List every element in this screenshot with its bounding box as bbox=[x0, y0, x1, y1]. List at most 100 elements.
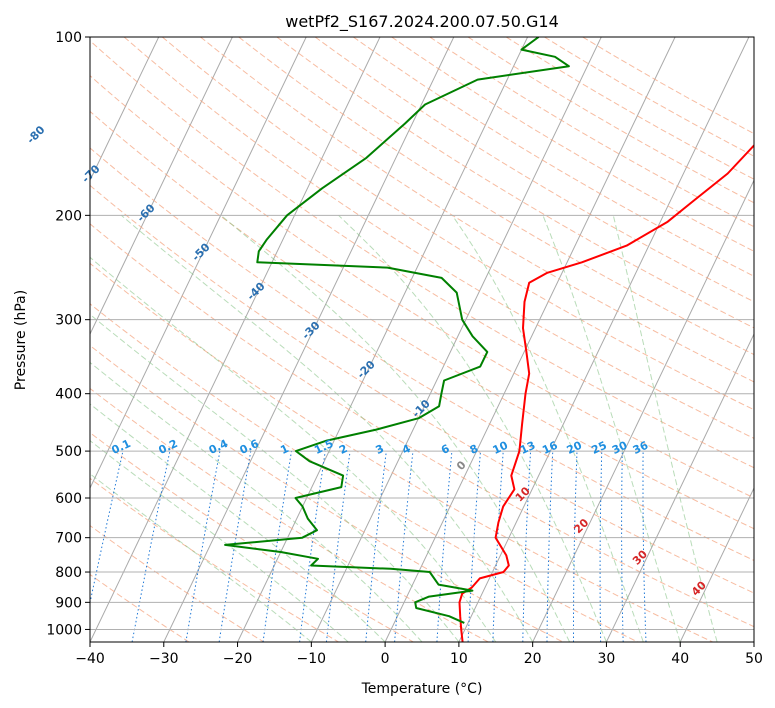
mixing-ratio-label: 0.2 bbox=[157, 437, 180, 457]
mixing-ratio-label: 36 bbox=[631, 439, 651, 457]
moist-adiabat bbox=[612, 215, 718, 642]
moist-adiabat bbox=[451, 215, 644, 642]
x-tick-label: −20 bbox=[223, 651, 253, 667]
profiles bbox=[224, 37, 754, 642]
dry-adiabat bbox=[90, 303, 639, 642]
y-axis-label: Pressure (hPa) bbox=[13, 290, 29, 390]
isotherm-label: -10 bbox=[410, 397, 433, 420]
mixing-ratio-line bbox=[299, 451, 326, 642]
mixing-ratio-label: 16 bbox=[540, 439, 560, 457]
dry-adiabat bbox=[200, 37, 754, 383]
dry-adiabat bbox=[90, 74, 754, 499]
dry-adiabat bbox=[238, 37, 754, 356]
moist-adiabat bbox=[338, 214, 607, 642]
mixing-ratio-line bbox=[365, 451, 387, 642]
isotherm bbox=[237, 37, 529, 642]
x-axis-label: Temperature (°C) bbox=[361, 681, 483, 697]
background-lines bbox=[0, 37, 754, 642]
dry-adiabat bbox=[90, 110, 754, 530]
mixing-ratio-label: 1 bbox=[278, 442, 290, 457]
mixing-ratio-label: 10 bbox=[491, 439, 511, 457]
isotherm-label: -20 bbox=[355, 358, 378, 381]
x-axis-ticks: −40 −30 −20 −10 0 10 20 30 40 50 bbox=[75, 642, 763, 667]
mixing-ratio-label: 13 bbox=[518, 439, 537, 457]
mixing-ratio-label: 30 bbox=[610, 439, 630, 457]
dry-adiabat bbox=[123, 37, 754, 439]
mixing-ratio-label: 0.6 bbox=[238, 437, 261, 457]
plot-frame bbox=[89, 36, 755, 643]
y-tick-label: 1000 bbox=[46, 622, 82, 638]
dry-adiabat bbox=[90, 344, 564, 642]
mixing-ratio-label: 8 bbox=[468, 442, 480, 457]
isotherm bbox=[90, 37, 381, 642]
mixing-ratio-label: 6 bbox=[439, 442, 452, 457]
dry-adiabat bbox=[90, 40, 754, 469]
dry-adiabat bbox=[90, 147, 754, 561]
dry-adiabat bbox=[90, 184, 754, 594]
mixing-ratio-line bbox=[467, 451, 481, 642]
y-tick-label: 400 bbox=[55, 387, 82, 403]
isotherm bbox=[605, 332, 754, 642]
mixing-ratio-line bbox=[599, 451, 603, 642]
isotherm-label: -80 bbox=[24, 123, 47, 146]
grid-lines bbox=[90, 37, 754, 630]
isotherm bbox=[163, 37, 455, 642]
isotherm bbox=[532, 179, 754, 642]
mixing-ratio-line bbox=[90, 450, 124, 606]
isotherm-label: 30 bbox=[630, 547, 650, 567]
isotherm-label: -50 bbox=[189, 240, 212, 263]
moist-adiabat bbox=[120, 214, 534, 642]
dry-adiabat bbox=[161, 37, 754, 411]
mixing-ratio-line bbox=[131, 450, 171, 642]
y-tick-label: 100 bbox=[55, 30, 82, 46]
dry-adiabat bbox=[90, 262, 713, 642]
dry-adiabat bbox=[582, 37, 754, 135]
isotherm bbox=[753, 640, 754, 642]
isotherm bbox=[679, 486, 754, 642]
dry-adiabat bbox=[467, 37, 754, 204]
moist-adiabat bbox=[542, 215, 681, 642]
x-tick-label: −10 bbox=[297, 651, 327, 667]
isotherm-label: -40 bbox=[244, 279, 267, 302]
mixing-ratio-line bbox=[325, 451, 351, 642]
dry-adiabat bbox=[276, 37, 754, 329]
isotherm-label: -70 bbox=[79, 162, 102, 185]
moist-adiabat bbox=[90, 403, 386, 642]
y-tick-label: 800 bbox=[55, 565, 82, 581]
dry-adiabat bbox=[429, 37, 754, 228]
isotherm-label: -60 bbox=[134, 201, 157, 224]
x-tick-label: 30 bbox=[598, 651, 616, 667]
isotherm-label: -30 bbox=[299, 319, 322, 342]
series-line-1 bbox=[224, 37, 570, 624]
mixing-ratio-label: 2 bbox=[337, 442, 349, 457]
dry-adiabat bbox=[90, 387, 489, 642]
y-axis-ticks: 100 200 300 400 500 600 700 800 900 1000 bbox=[46, 30, 90, 638]
mixing-ratio-line bbox=[546, 451, 554, 642]
moist-adiabat bbox=[220, 214, 571, 642]
mixing-ratio-line bbox=[522, 451, 532, 642]
isotherm bbox=[0, 37, 11, 642]
mixing-ratio-label: 25 bbox=[589, 439, 608, 457]
dry-adiabat bbox=[505, 37, 754, 180]
y-tick-label: 300 bbox=[55, 313, 82, 329]
mixing-ratio-line bbox=[642, 451, 647, 642]
mixing-ratio-line bbox=[185, 451, 221, 642]
y-tick-label: 500 bbox=[55, 444, 82, 460]
mixing-ratio-line bbox=[262, 451, 292, 642]
x-tick-label: −40 bbox=[75, 651, 105, 667]
isotherm-label: 10 bbox=[513, 484, 533, 504]
dry-adiabat bbox=[90, 432, 414, 642]
x-tick-label: 10 bbox=[450, 651, 468, 667]
dry-adiabat bbox=[90, 477, 339, 642]
y-tick-label: 200 bbox=[55, 208, 82, 224]
isotherm bbox=[90, 37, 160, 182]
x-tick-label: 20 bbox=[524, 651, 542, 667]
moist-adiabat bbox=[90, 440, 349, 642]
y-tick-label: 900 bbox=[55, 595, 82, 611]
mixing-ratio-label: 3 bbox=[374, 442, 386, 457]
dry-adiabat bbox=[90, 223, 754, 628]
dry-adiabat bbox=[353, 37, 754, 277]
isotherm bbox=[90, 37, 233, 336]
mixing-ratio-line bbox=[573, 451, 578, 642]
